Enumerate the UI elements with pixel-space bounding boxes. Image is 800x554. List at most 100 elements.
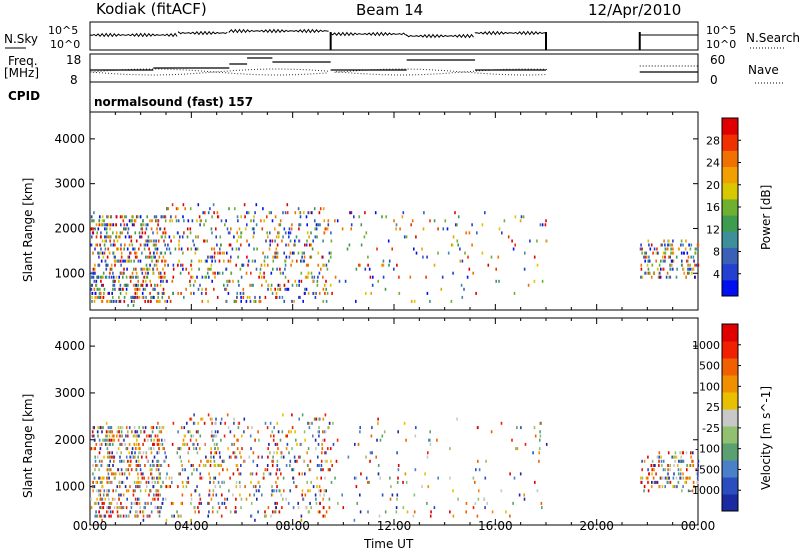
data-cell-power [329,255,332,259]
data-cell-power [235,299,238,303]
nsky-trace [178,30,228,36]
data-cell-power [137,283,139,287]
data-cell-power [99,215,101,219]
data-cell-velocity [667,464,669,467]
data-cell-power [101,223,104,227]
data-cell-velocity [207,413,210,417]
data-cell-power [189,279,191,283]
data-cell-velocity [90,447,93,451]
data-cell-power [181,263,184,267]
data-cell-velocity [116,430,119,434]
nave-trace [90,68,547,76]
data-cell-velocity [144,464,146,467]
data-cell-velocity [457,497,459,501]
data-cell-velocity [215,417,217,421]
data-cell-velocity [106,447,109,451]
data-cell-velocity [641,468,643,472]
data-cell-velocity [664,485,666,489]
data-cell-velocity [682,451,684,455]
data-cell-power [119,291,122,295]
data-cell-velocity [182,438,185,442]
data-cell-power [341,227,344,231]
data-cell-power [163,239,165,243]
data-cell-velocity [125,514,128,518]
data-cell-power [682,267,685,271]
data-cell-velocity [310,480,312,484]
data-cell-power [270,283,273,287]
data-cell-power [291,259,294,263]
data-cell-power [291,299,293,303]
data-cell-velocity [282,413,284,417]
data-cell-power [687,271,689,275]
data-cell-velocity [291,447,293,451]
data-cell-velocity [518,493,521,497]
data-cell-power [169,251,172,255]
data-cell-velocity [217,464,220,467]
data-cell-power [290,263,292,267]
data-cell-velocity [395,506,398,510]
data-cell-power [689,263,691,267]
data-cell-velocity [136,510,138,514]
data-cell-velocity [159,493,161,497]
data-cell-power [129,279,132,283]
data-cell-power [115,215,118,219]
data-cell-velocity [137,514,139,518]
data-cell-velocity [540,421,542,425]
data-cell-velocity [128,464,130,467]
data-cell-velocity [210,497,213,501]
data-cell-power [336,219,339,223]
data-cell-power [314,227,316,231]
data-cell-power [110,299,112,303]
data-cell-velocity [291,468,293,472]
ytick-label-velocity: 4000 [54,339,85,353]
data-cell-power [260,219,262,223]
data-cell-velocity [218,464,221,467]
colorbar-tick-label-velocity: -25 [702,422,720,435]
data-cell-velocity [137,472,139,476]
data-cell-power [134,247,136,251]
data-cell-velocity [131,451,133,455]
data-cell-velocity [108,451,111,455]
data-cell-velocity [134,489,136,493]
data-cell-power [391,247,393,251]
data-cell-power [647,259,649,263]
data-cell-power [156,227,158,231]
data-cell-velocity [233,417,235,421]
data-cell-velocity [177,485,179,489]
data-cell-power [207,255,209,259]
data-cell-velocity [99,447,102,451]
data-cell-velocity [179,472,181,476]
data-cell-velocity [293,455,296,459]
data-cell-power [106,215,108,219]
data-cell-power [317,263,320,267]
data-cell-velocity [134,451,136,455]
data-cell-velocity [256,497,258,501]
data-cell-velocity [332,442,335,446]
data-cell-velocity [697,459,700,463]
data-cell-power [164,251,166,255]
data-cell-power [260,275,263,279]
data-cell-velocity [148,493,150,497]
data-cell-velocity [180,459,183,463]
data-cell-velocity [318,426,320,430]
data-cell-power [545,219,547,223]
data-cell-power [140,267,142,271]
data-cell-power [177,219,180,223]
data-cell-velocity [217,430,219,434]
data-cell-velocity [513,476,516,480]
freq-unit: [MHz] [4,66,40,80]
data-cell-power [498,227,501,231]
data-cell-velocity [133,434,136,438]
data-cell-velocity [240,497,243,501]
data-cell-power [231,247,234,251]
data-cell-power [91,295,93,299]
data-cell-velocity [186,442,189,446]
data-cell-velocity [321,451,323,455]
data-cell-power [657,275,660,279]
data-cell-power [159,271,162,275]
data-cell-velocity [121,506,124,510]
data-cell-velocity [539,434,542,438]
colorbar-tick-label-velocity: 1000 [692,339,720,352]
data-cell-power [323,283,326,287]
data-cell-velocity [390,485,392,489]
